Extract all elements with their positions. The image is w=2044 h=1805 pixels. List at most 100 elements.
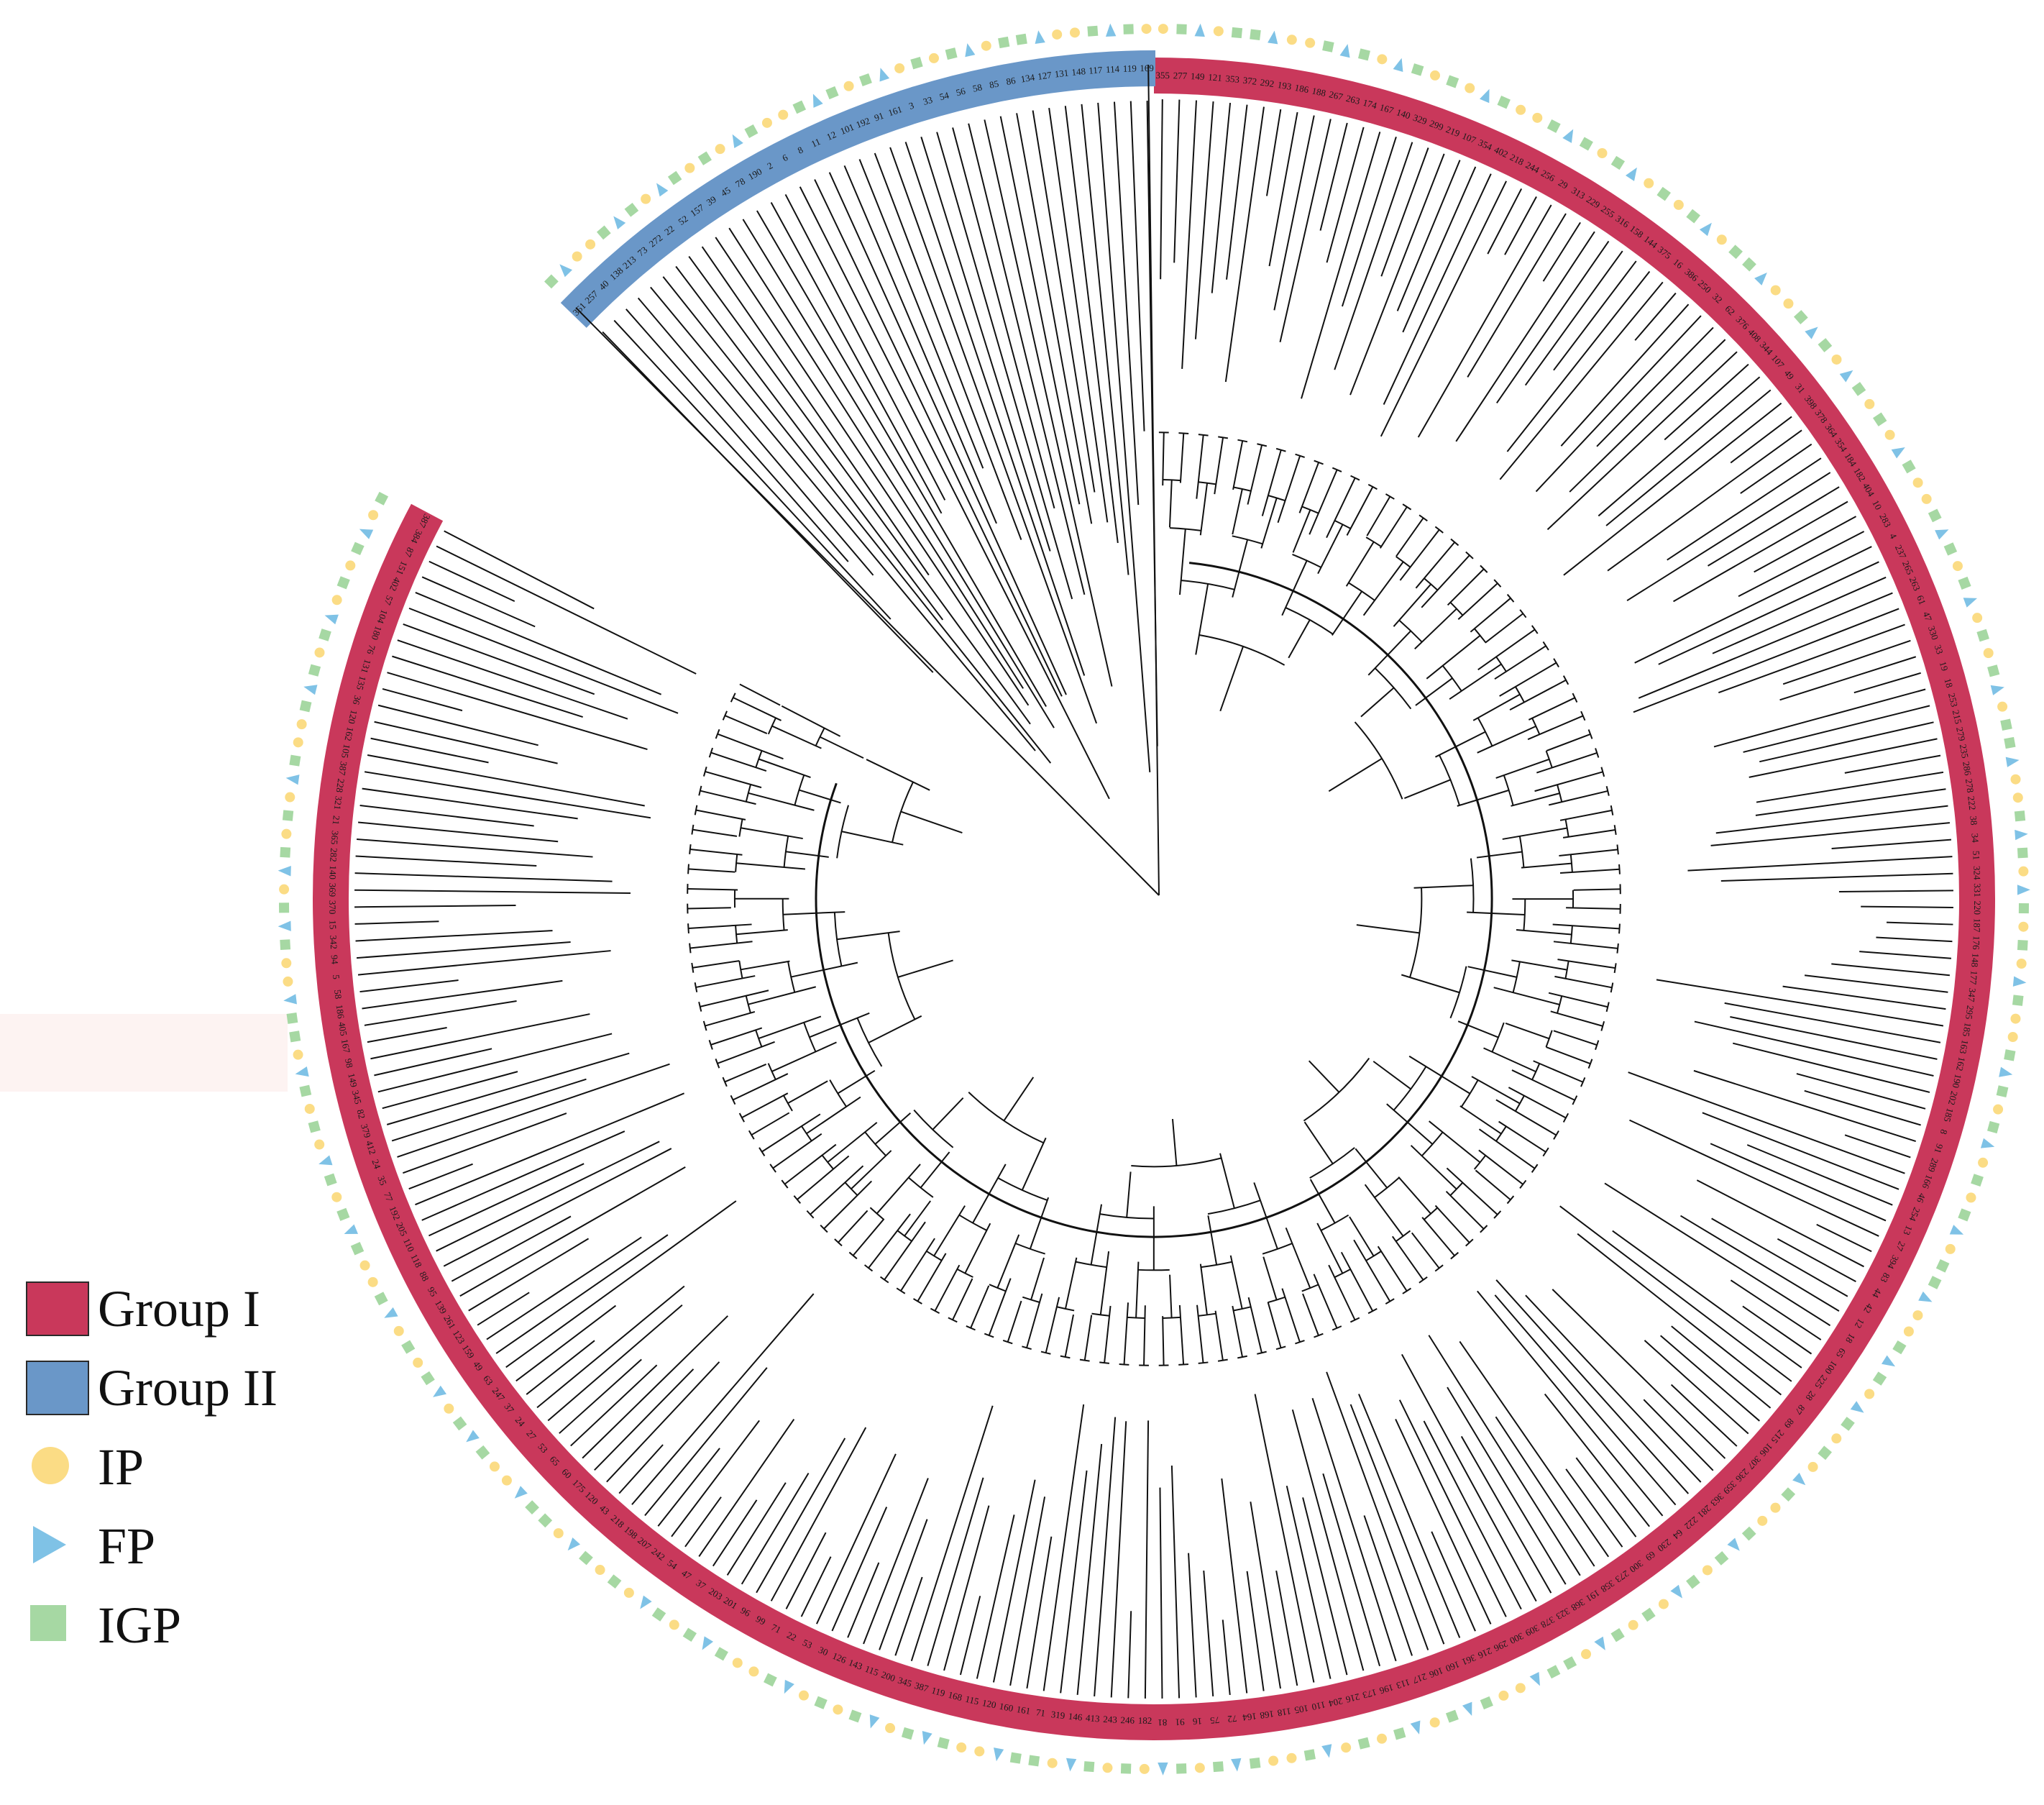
leaf-label: 167 [339, 1038, 352, 1054]
tree-branch [1386, 1103, 1434, 1145]
tree-branch [933, 1205, 966, 1256]
leaf-label: 347 [1966, 987, 1978, 1003]
leaf-label: 192 [854, 115, 871, 130]
tree-branch [1364, 1184, 1404, 1237]
tree-branch [1478, 1149, 1523, 1185]
tree-branch [364, 771, 651, 819]
ip-marker [331, 1192, 342, 1202]
legend-item-fp: FP [26, 1510, 357, 1589]
tree-branch [863, 1478, 929, 1645]
tree-branch [1711, 1217, 1848, 1297]
ip-marker [748, 1666, 759, 1677]
tree-branch [1445, 1191, 1485, 1230]
leaf-label: 160 [999, 1701, 1014, 1714]
tree-branch [1083, 1315, 1093, 1361]
tree-branch [582, 1315, 728, 1459]
fp-marker [1980, 1138, 1995, 1148]
tree-branch [602, 331, 934, 673]
tree-branch [1273, 115, 1315, 311]
ip-marker [1770, 1502, 1781, 1513]
leaf-label: 148 [1071, 65, 1086, 78]
leaf-label: 58 [971, 81, 983, 93]
igp-marker [1987, 1120, 2000, 1134]
leaf-label: 370 [327, 900, 338, 915]
tree-branch [1267, 1302, 1282, 1348]
igp-marker [299, 700, 312, 713]
tree-branch [1219, 646, 1245, 712]
tree-branch [1476, 851, 1523, 859]
igp-marker [289, 754, 301, 767]
leaf-label: 278 [1963, 778, 1976, 793]
tree-branch [787, 1080, 828, 1105]
tree-branch [1447, 1386, 1567, 1585]
tree-branch [1633, 608, 1899, 713]
tree-branch [741, 960, 790, 971]
igp-marker [308, 1120, 321, 1133]
fp-marker [283, 994, 297, 1005]
igp-marker [308, 664, 321, 677]
igp-marker [1212, 1761, 1224, 1773]
tree-branch [1326, 127, 1365, 263]
fp-marker [1529, 1672, 1540, 1686]
fp-marker [869, 1714, 880, 1729]
tree-branch [806, 1096, 861, 1135]
tree-branch [1548, 992, 1608, 1008]
ip-marker [1139, 1763, 1150, 1774]
tree-branch [952, 1278, 973, 1320]
igp-marker [324, 1173, 337, 1187]
leaf-label: 167 [1378, 101, 1395, 116]
igp-marker [278, 902, 290, 913]
tree-branch [662, 276, 1052, 764]
clade-arc [958, 1214, 987, 1231]
igp-marker [1686, 209, 1701, 224]
ip-marker [894, 63, 905, 73]
tree-branch [1281, 560, 1308, 616]
clade-arc [815, 728, 825, 746]
tree-branch [1429, 1120, 1481, 1164]
clade-arc [1518, 836, 1525, 868]
igp-marker [2018, 902, 2030, 914]
tree-branch [354, 920, 439, 925]
fp-marker [559, 264, 573, 278]
ip-marker [669, 1619, 679, 1630]
leaf-label: 215 [1951, 709, 1964, 725]
tree-branch [1495, 758, 1550, 779]
tree-branch [1759, 721, 1934, 763]
tree-branch [1363, 1515, 1413, 1656]
tree-branch [1349, 1404, 1445, 1645]
leaf-label: 243 [1103, 1714, 1117, 1725]
clade-arc [1580, 710, 1586, 721]
tree-branch [1477, 725, 1536, 754]
leaf-label: 72 [1227, 1713, 1237, 1724]
tree-branch [1459, 1340, 1610, 1558]
tree-branch [1495, 1416, 1595, 1567]
tree-branch [1421, 554, 1470, 608]
tree-branch [1560, 303, 1690, 447]
tree-branch [837, 1069, 876, 1095]
tree-branch [1499, 662, 1557, 697]
leaf-label: 13 [1901, 1224, 1915, 1237]
clade-arc [879, 1276, 889, 1284]
tree-branch [1007, 1300, 1022, 1343]
igp-marker [1996, 1085, 2009, 1098]
tree-branch [1411, 1232, 1440, 1269]
tree-branch [1460, 1435, 1552, 1594]
tree-branch [1135, 1261, 1140, 1318]
clade-arc [755, 750, 763, 768]
ip-marker [281, 828, 292, 839]
leaf-label: 253 [1946, 692, 1960, 708]
tree-branch [1021, 1137, 1047, 1191]
group-ii-swatch [26, 1361, 89, 1415]
igp-marker [1411, 63, 1424, 76]
tree-branch [613, 319, 892, 620]
leaf-label: 120 [981, 1697, 997, 1711]
tree-branch [675, 265, 944, 621]
leaf-label: 190 [1951, 1073, 1964, 1089]
tree-branch [705, 1010, 756, 1027]
tree-branch [1777, 1238, 1856, 1283]
igp-marker [697, 151, 712, 165]
tree-branch [1431, 1531, 1476, 1632]
tree-branch [1887, 921, 1953, 926]
leaf-label: 140 [327, 865, 339, 879]
tree-branch [1171, 1118, 1178, 1166]
